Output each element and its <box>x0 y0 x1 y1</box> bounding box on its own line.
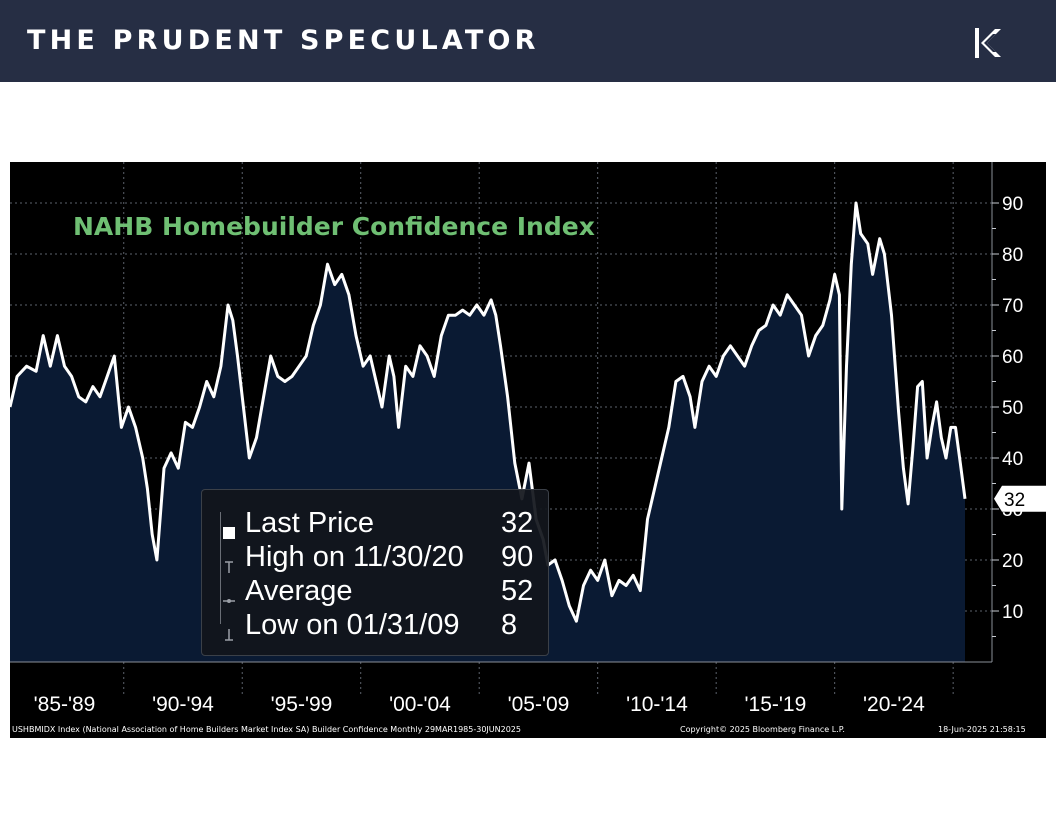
x-tick-label: '10-'14 <box>626 693 688 716</box>
y-tick-label: 80 <box>1002 245 1023 266</box>
last-price-tag-value: 32 <box>1004 490 1025 511</box>
legend-row-last-price: Last Price 32 <box>202 506 550 540</box>
legend-value: 52 <box>501 575 534 607</box>
x-tick-label: '85-'89 <box>34 693 96 716</box>
y-tick-label: 20 <box>1002 551 1023 572</box>
y-tick-label: 60 <box>1002 347 1023 368</box>
x-tick-label: '15-'19 <box>745 693 807 716</box>
x-tick-label: '90-'94 <box>152 693 214 716</box>
k-chevron-logo-icon <box>975 28 1001 58</box>
legend-row-average: Average 52 <box>202 574 550 608</box>
legend-box: Last Price 32 High on 11/30/20 90 Averag… <box>201 489 549 656</box>
footer-timestamp: 18-Jun-2025 21:58:15 <box>938 725 1026 734</box>
y-tick-label: 40 <box>1002 449 1023 470</box>
footer-copyright: Copyright© 2025 Bloomberg Finance L.P. <box>680 725 845 734</box>
y-tick-label: 10 <box>1002 602 1023 623</box>
legend-value: 90 <box>501 541 534 573</box>
legend-value: 8 <box>501 609 518 641</box>
chart-title: NAHB Homebuilder Confidence Index <box>73 212 595 241</box>
header-banner: THE PRUDENT SPECULATOR <box>0 0 1056 82</box>
average-marker-icon <box>222 583 236 603</box>
legend-value: 32 <box>501 507 534 539</box>
legend-label: Low on 01/31/09 <box>245 609 460 641</box>
legend-row-high: High on 11/30/20 90 <box>202 540 550 574</box>
banner-title: THE PRUDENT SPECULATOR <box>27 25 540 56</box>
chart-panel: 102030405060708090 '85-'89'90-'94'95-'99… <box>10 162 1046 738</box>
x-tick-label: '00-'04 <box>389 693 451 716</box>
legend-tree-line <box>220 512 222 624</box>
footer-series-description: USHBMIDX Index (National Association of … <box>12 725 521 734</box>
x-ticks: '85-'89 '90-'94 '95-'99 '00-'04 '05-'09 '10-'… <box>34 693 925 716</box>
legend-label: Last Price <box>245 507 374 539</box>
x-tick-label: '20-'24 <box>863 693 925 716</box>
last-price-tag: 32 <box>994 485 1046 512</box>
legend-label: High on 11/30/20 <box>245 541 464 573</box>
y-ticks: 102030405060708090 <box>992 194 1023 637</box>
square-bullet-icon <box>222 515 236 539</box>
y-tick-label: 70 <box>1002 296 1023 317</box>
x-tick-label: '95-'99 <box>271 693 333 716</box>
high-marker-icon <box>222 549 236 573</box>
y-tick-label: 50 <box>1002 398 1023 419</box>
legend-label: Average <box>245 575 353 607</box>
y-tick-label: 90 <box>1002 194 1023 215</box>
x-tick-label: '05-'09 <box>508 693 570 716</box>
low-marker-icon <box>222 617 236 641</box>
series-line <box>10 201 967 623</box>
legend-row-low: Low on 01/31/09 8 <box>202 608 550 642</box>
